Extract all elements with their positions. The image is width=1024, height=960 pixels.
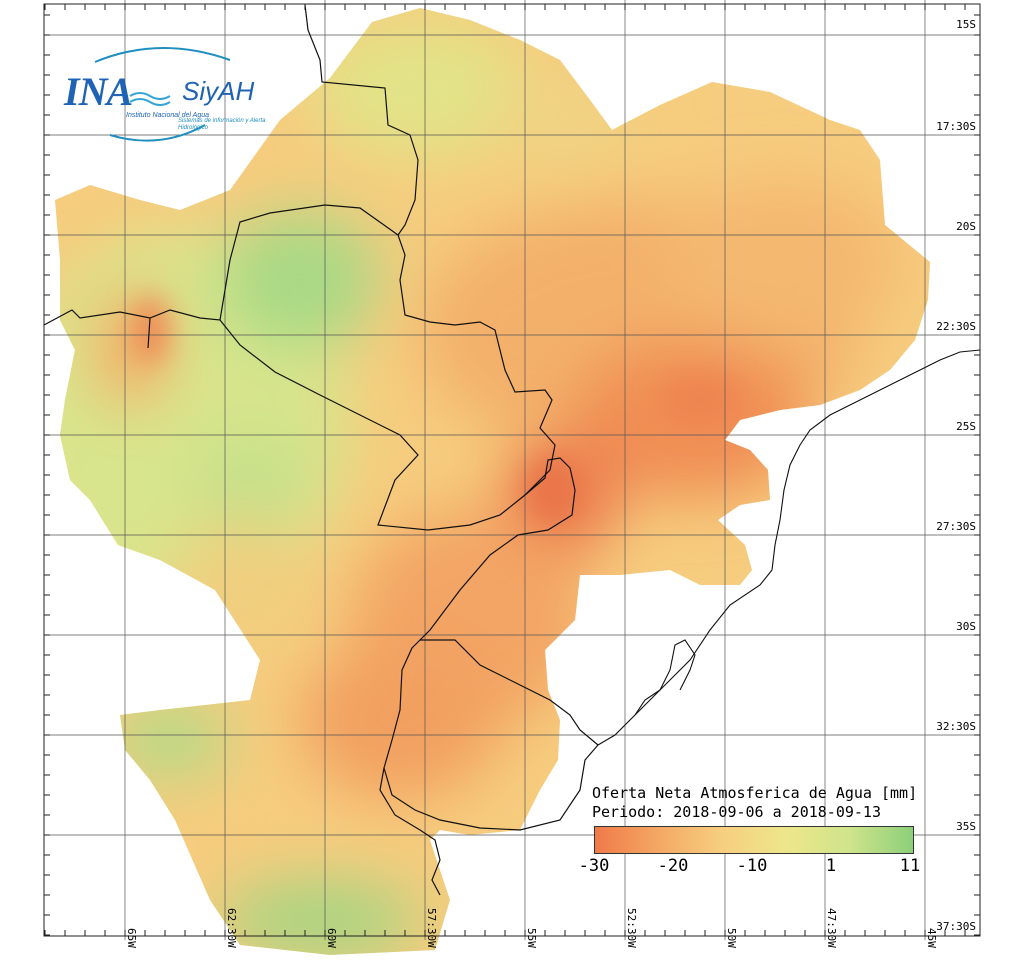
lon-label: 47:30W [825,908,838,948]
lat-label: 30S [956,620,976,633]
lat-label: 32:30S [936,720,976,733]
coastline [597,349,981,746]
lat-label: 35S [956,820,976,833]
color-scale-bar [594,826,914,854]
lon-label: 55W [525,928,538,948]
lat-label: 17:30S [936,120,976,133]
lat-label: 22:30S [936,320,976,333]
legend-tick: -20 [657,856,689,876]
lat-label: 20S [956,220,976,233]
lon-label: 52:30W [625,908,638,948]
legend-title-line1: Oferta Neta Atmosferica de Agua [mm] [592,784,918,802]
legend-tick: -10 [736,856,768,876]
lat-label: 15S [956,18,976,31]
logo-wave-icon [94,47,231,142]
lon-label: 45W [925,928,938,948]
latitude-labels: 15S 17:30S 20S 22:30S 25S 27:30S 30S 32:… [936,18,976,933]
lat-label: 37:30S [936,920,976,933]
legend-tick: -30 [578,856,610,876]
lon-label: 62:30W [225,908,238,948]
ina-logo: INA SiyAH Instituto Nacional del Agua Si… [60,48,270,148]
legend-title-line2: Periodo: 2018-09-06 a 2018-09-13 [592,803,881,821]
legend-tick: 1 [825,856,837,876]
logo-siyah-text: SiyAH [182,76,255,106]
lat-label: 27:30S [936,520,976,533]
lon-label: 50W [725,928,738,948]
lon-label: 60W [325,928,338,948]
legend-tick: 11 [899,856,921,876]
map-frame [43,3,981,937]
longitude-labels: 65W 62:30W 60W 57:30W 55W 52:30W 50W 47:… [125,908,938,948]
lat-label: 25S [956,420,976,433]
legend-title: Oferta Neta Atmosferica de Agua [mm] Per… [592,784,917,822]
logo-ina-text: INA [64,69,133,114]
logo-tagline-text: Sistemas de información y Alerta Hidroló… [178,118,266,131]
lon-label: 57:30W [425,908,438,948]
country-borders [43,4,599,896]
graticule [44,0,980,940]
lon-label: 65W [125,928,138,948]
logo-org-text: Instituto Nacional del Agua [126,112,210,119]
